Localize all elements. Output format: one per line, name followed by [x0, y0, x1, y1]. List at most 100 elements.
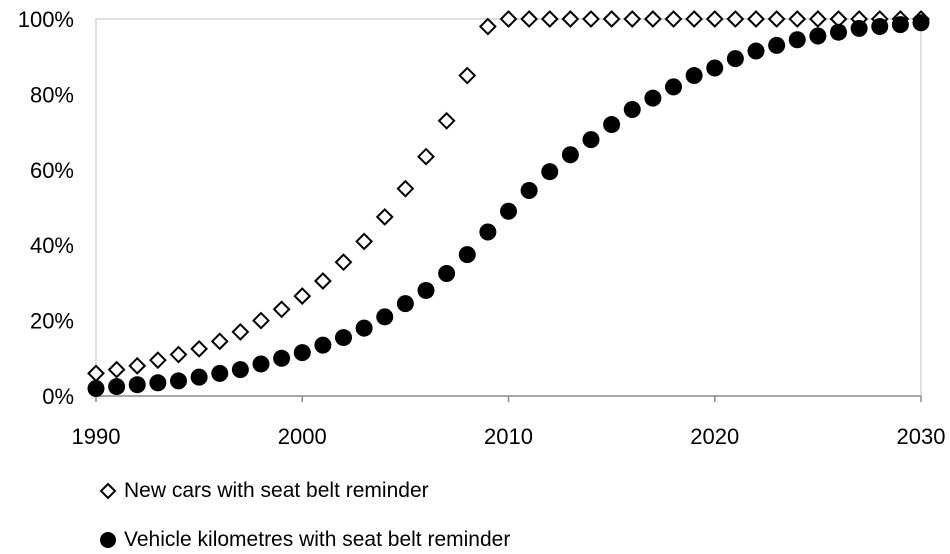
vehicle-kilometres-point	[231, 361, 249, 379]
new-cars-point	[458, 66, 477, 85]
new-cars-point	[788, 10, 807, 28]
new-cars-point	[726, 10, 745, 28]
vehicle-kilometres-point	[809, 27, 827, 45]
vehicle-kilometres-point	[128, 376, 146, 394]
new-cars-point	[478, 17, 497, 36]
new-cars-point	[582, 10, 600, 28]
new-cars-point	[210, 332, 229, 351]
new-cars-point	[293, 287, 312, 306]
new-cars-point	[643, 10, 662, 28]
vehicle-kilometres-point	[417, 281, 435, 299]
vehicle-kilometres-point	[768, 36, 786, 54]
x-tick-label: 2000	[278, 424, 327, 449]
new-cars-point	[334, 253, 353, 272]
new-cars-point	[561, 10, 580, 28]
vehicle-kilometres-point	[850, 19, 868, 37]
new-cars-point	[602, 10, 621, 28]
filled-circle-icon	[100, 532, 116, 548]
vehicle-kilometres-point	[830, 23, 847, 41]
vehicle-kilometres-point	[891, 16, 909, 34]
new-cars-point	[107, 360, 126, 379]
new-cars-point	[808, 10, 827, 28]
vehicle-kilometres-point	[149, 374, 167, 392]
series-vehicle-kilometres	[87, 14, 930, 397]
new-cars-point	[705, 10, 724, 28]
new-cars-point	[520, 10, 539, 28]
vehicle-kilometres-point	[871, 18, 889, 36]
vehicle-kilometres-point	[500, 202, 517, 220]
vehicle-kilometres-point	[355, 319, 373, 337]
new-cars-point	[747, 10, 765, 28]
vehicle-kilometres-point	[541, 163, 559, 181]
new-cars-point	[499, 10, 518, 28]
new-cars-point	[313, 272, 332, 290]
vehicle-kilometres-point	[912, 14, 930, 32]
legend-item-new-cars: New cars with seat belt reminder	[98, 479, 429, 503]
vehicle-kilometres-point	[396, 295, 414, 313]
y-tick-label: 40%	[30, 233, 74, 258]
new-cars-point	[169, 345, 188, 364]
series-new-cars	[87, 10, 930, 383]
new-cars-point	[375, 208, 394, 226]
new-cars-point	[396, 179, 415, 198]
x-tick-label: 1990	[72, 424, 121, 449]
vehicle-kilometres-point	[603, 116, 621, 134]
series-layer	[87, 10, 930, 397]
new-cars-point	[355, 232, 374, 251]
vehicle-kilometres-point	[520, 182, 538, 200]
legend-item-vehicle-kilometres: Vehicle kilometres with seat belt remind…	[98, 528, 510, 552]
new-cars-point	[437, 111, 456, 130]
open-diamond-icon	[99, 482, 117, 500]
vehicle-kilometres-point	[479, 223, 497, 241]
vehicle-kilometres-point	[108, 378, 126, 396]
y-tick-label: 20%	[30, 309, 74, 334]
vehicle-kilometres-point	[726, 50, 744, 68]
new-cars-point	[252, 311, 270, 330]
x-tick-label: 2010	[484, 424, 533, 449]
new-cars-point	[148, 351, 167, 370]
vehicle-kilometres-point	[788, 31, 806, 49]
vehicle-kilometres-point	[211, 364, 229, 382]
vehicle-kilometres-point	[376, 308, 394, 326]
vehicle-kilometres-point	[190, 368, 208, 386]
y-tick-label: 80%	[30, 82, 74, 107]
vehicle-kilometres-point	[335, 329, 352, 347]
y-tick-label: 60%	[30, 158, 74, 183]
vehicle-kilometres-point	[582, 131, 600, 149]
y-axis: 0% 20% 40% 60% 80% 100%	[18, 7, 74, 409]
new-cars-point	[623, 10, 642, 28]
x-axis: 1990 2000 2010 2020 2030	[72, 395, 946, 449]
vehicle-kilometres-point	[706, 59, 724, 77]
vehicle-kilometres-point	[747, 42, 765, 60]
vehicle-kilometres-point	[314, 336, 332, 354]
vehicle-kilometres-point	[87, 379, 105, 397]
vehicle-kilometres-point	[252, 355, 270, 373]
vehicle-kilometres-point	[293, 344, 311, 362]
vehicle-kilometres-point	[170, 372, 187, 390]
new-cars-point	[685, 10, 704, 28]
vehicle-kilometres-point	[273, 349, 291, 367]
new-cars-point	[190, 339, 209, 358]
y-tick-label: 100%	[18, 7, 74, 32]
vehicle-kilometres-point	[685, 67, 703, 85]
new-cars-point	[231, 322, 250, 341]
new-cars-point	[540, 10, 559, 28]
vehicle-kilometres-point	[438, 264, 456, 282]
vehicle-kilometres-point	[644, 89, 662, 107]
vehicle-kilometres-point	[623, 100, 641, 118]
legend-label-new-cars: New cars with seat belt reminder	[124, 479, 429, 502]
scatter-chart: 0% 20% 40% 60% 80% 100% 1990 2000 2010 2020 2030	[18, 7, 946, 449]
new-cars-point	[128, 356, 147, 375]
new-cars-point	[767, 10, 786, 28]
new-cars-point	[87, 364, 105, 383]
vehicle-kilometres-point	[561, 146, 579, 164]
new-cars-point	[417, 147, 435, 166]
x-tick-label: 2030	[897, 424, 946, 449]
new-cars-point	[272, 300, 291, 319]
new-cars-point	[664, 10, 683, 28]
y-tick-label: 0%	[42, 384, 74, 409]
legend-label-vehicle-kilometres: Vehicle kilometres with seat belt remind…	[124, 528, 511, 551]
x-tick-label: 2020	[690, 424, 739, 449]
vehicle-kilometres-point	[665, 78, 682, 96]
vehicle-kilometres-point	[458, 246, 476, 264]
